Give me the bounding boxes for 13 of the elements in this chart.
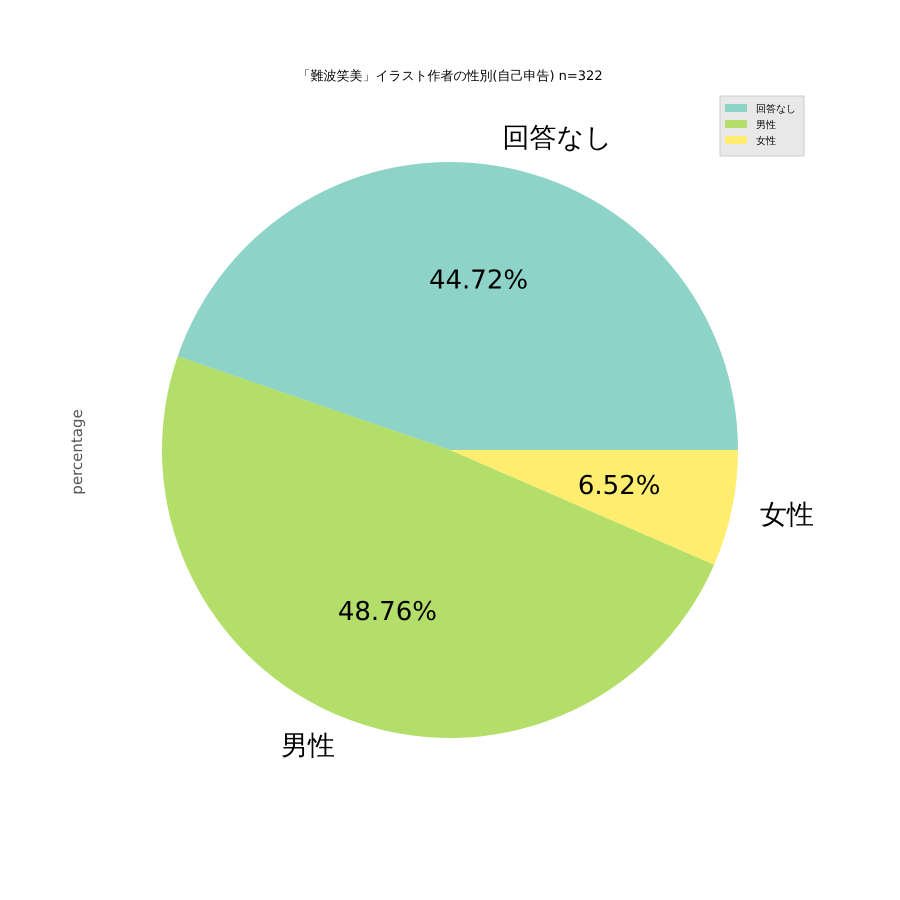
pie-slice (450, 450, 738, 565)
pie-slice (178, 162, 738, 450)
data-label: 48.76% (338, 597, 437, 628)
chart-title: 「難波笑美」イラスト作者の性別(自己申告) n=322 (297, 68, 603, 84)
data-label: 6.52% (578, 471, 660, 502)
legend-label: 女性 (756, 135, 776, 147)
slice-label: 回答なし (502, 122, 612, 154)
legend-label: 男性 (756, 119, 776, 131)
slice-label: 女性 (760, 499, 814, 530)
slice-label: 男性 (281, 730, 336, 762)
legend-label: 回答なし (756, 103, 796, 115)
text: percentage (68, 409, 86, 495)
data-label: 44.72% (428, 266, 528, 296)
